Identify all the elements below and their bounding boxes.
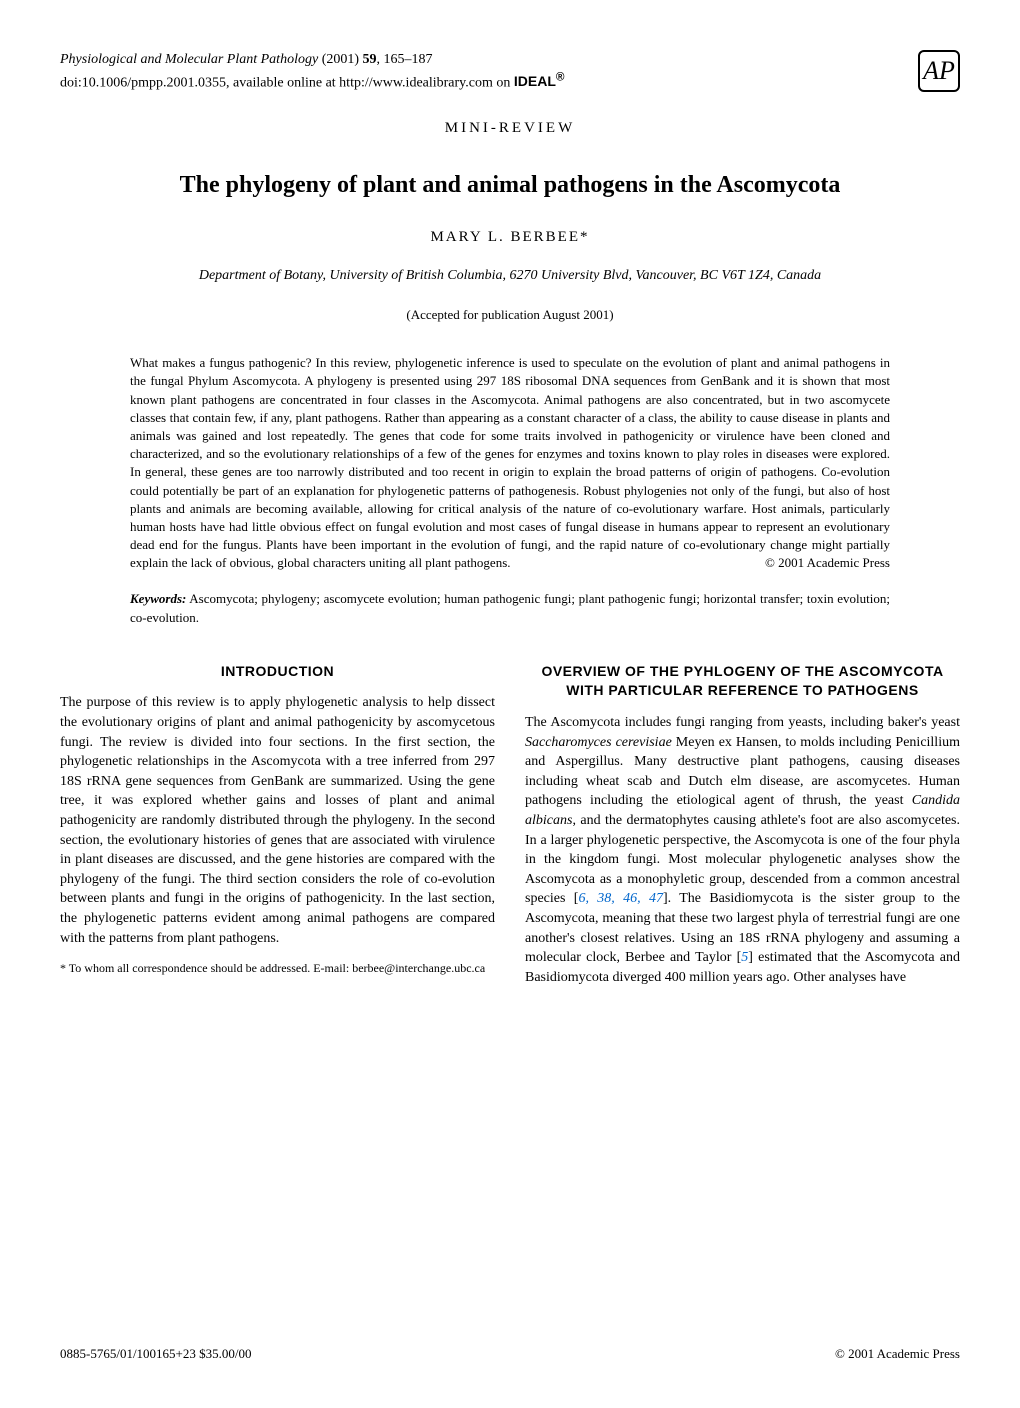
correspondence-footnote: * To whom all correspondence should be a… bbox=[60, 960, 495, 977]
article-title: The phylogeny of plant and animal pathog… bbox=[60, 169, 960, 203]
journal-name: Physiological and Molecular Plant Pathol… bbox=[60, 52, 318, 67]
left-column: INTRODUCTION The purpose of this review … bbox=[60, 662, 495, 996]
keywords-block: Keywords: Ascomycota; phylogeny; ascomyc… bbox=[130, 590, 890, 626]
species-name: Saccharomyces cerevisiae bbox=[525, 735, 672, 750]
journal-info-block: Physiological and Molecular Plant Pathol… bbox=[60, 50, 564, 93]
journal-volume: 59 bbox=[363, 52, 377, 67]
journal-citation: Physiological and Molecular Plant Pathol… bbox=[60, 50, 564, 70]
page-footer: 0885-5765/01/100165+23 $35.00/00 © 2001 … bbox=[60, 1345, 960, 1363]
footer-copyright: © 2001 Academic Press bbox=[835, 1345, 960, 1363]
abstract-text: What makes a fungus pathogenic? In this … bbox=[130, 354, 890, 572]
footer-article-id: 0885-5765/01/100165+23 $35.00/00 bbox=[60, 1345, 252, 1363]
keywords-text: Ascomycota; phylogeny; ascomycete evolut… bbox=[130, 591, 890, 624]
overview-heading: OVERVIEW OF THE PYHLOGENY OF THE ASCOMYC… bbox=[525, 662, 960, 701]
overview-para: The Ascomycota includes fungi ranging fr… bbox=[525, 713, 960, 987]
journal-year: (2001) bbox=[322, 52, 359, 67]
ideal-logo-icon: IDEAL® bbox=[514, 73, 565, 89]
accepted-date: (Accepted for publication August 2001) bbox=[60, 306, 960, 324]
body-columns: INTRODUCTION The purpose of this review … bbox=[60, 662, 960, 996]
introduction-para: The purpose of this review is to apply p… bbox=[60, 693, 495, 948]
journal-pages: 165–187 bbox=[384, 52, 433, 67]
article-type: MINI-REVIEW bbox=[60, 118, 960, 139]
publisher-logo-icon: AP bbox=[918, 50, 960, 92]
doi-line: doi:10.1006/pmpp.2001.0355, available on… bbox=[60, 70, 564, 93]
keywords-label: Keywords: bbox=[130, 591, 186, 606]
right-column: OVERVIEW OF THE PYHLOGENY OF THE ASCOMYC… bbox=[525, 662, 960, 996]
reference-link[interactable]: 6, 38, 46, 47 bbox=[578, 891, 663, 906]
author-affiliation: Department of Botany, University of Brit… bbox=[60, 266, 960, 286]
introduction-heading: INTRODUCTION bbox=[60, 662, 495, 682]
author-name: MARY L. BERBEE* bbox=[60, 227, 960, 248]
copyright-inline: © 2001 Academic Press bbox=[765, 554, 890, 572]
header-row: Physiological and Molecular Plant Pathol… bbox=[60, 50, 960, 93]
doi-text: doi:10.1006/pmpp.2001.0355, available on… bbox=[60, 75, 510, 90]
